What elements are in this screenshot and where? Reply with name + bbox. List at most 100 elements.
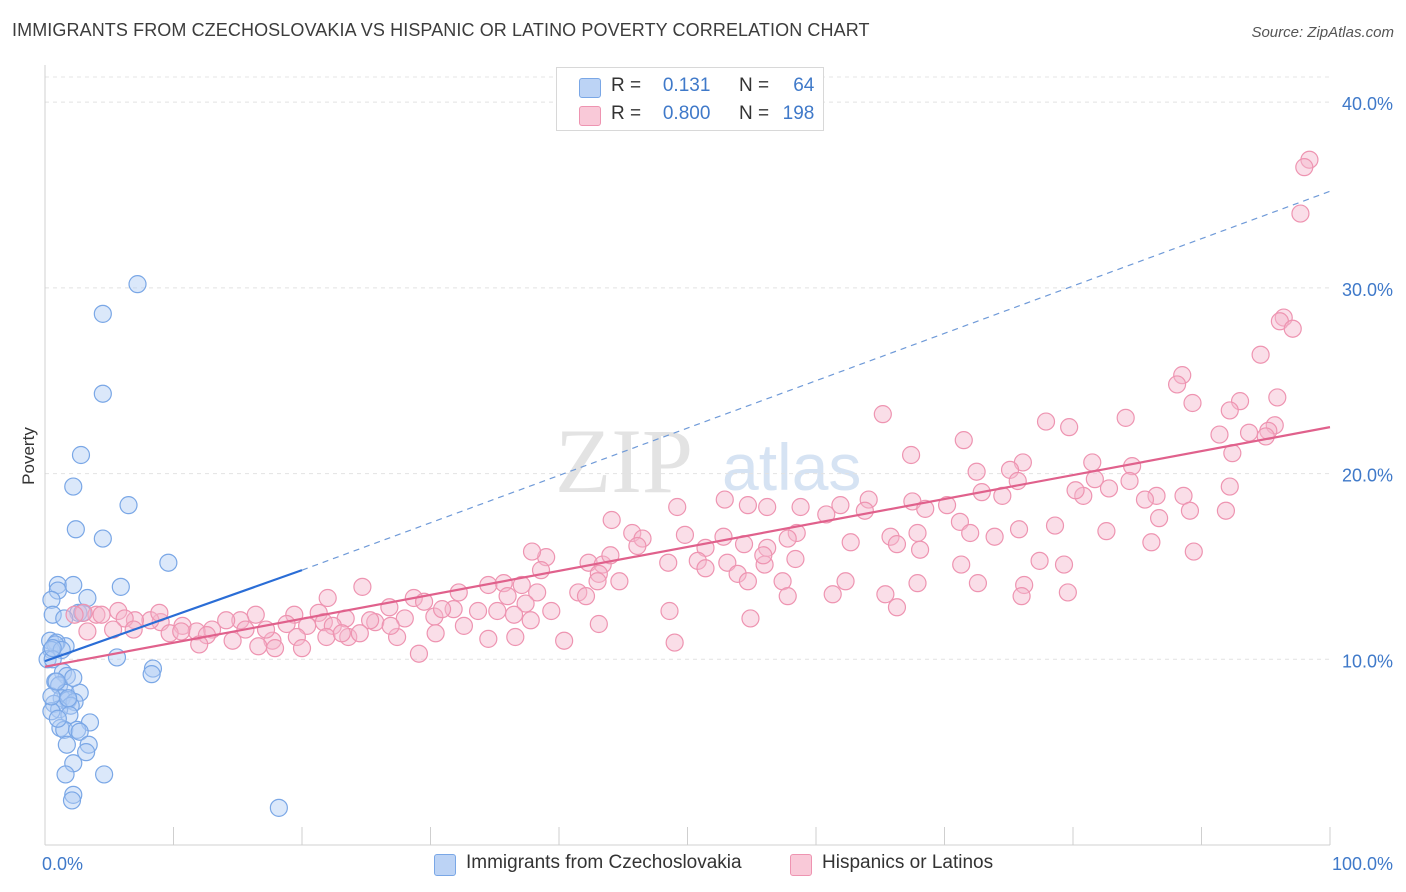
hispanic-point [836, 572, 855, 591]
hispanic-point [1135, 490, 1155, 509]
hispanic-point [1216, 501, 1236, 520]
hispanic-point [688, 551, 707, 570]
hispanic-point [1083, 453, 1102, 472]
hispanic-point [778, 529, 797, 548]
hispanic-point [479, 629, 498, 648]
czechoslovakia-point [119, 496, 138, 515]
czechoslovakia-point [93, 304, 112, 323]
n-label: N = [738, 75, 770, 96]
hispanic-point [1099, 479, 1119, 498]
hispanic-point [1036, 412, 1056, 431]
hispanic-point [738, 496, 757, 515]
czechoslovakia-point [57, 735, 76, 754]
hispanic-point [1230, 392, 1250, 411]
hispanic-point [542, 601, 561, 621]
hispanic-point [758, 497, 777, 517]
hispanic-point [961, 523, 980, 543]
czechoslovakia-point [43, 639, 62, 658]
stats-legend: R = 0.131 N = 64 R = 0.800 N = 198 [556, 67, 824, 131]
czechoslovakia-point [62, 791, 82, 810]
hispanic-point [1030, 551, 1049, 570]
hispanic-point [318, 588, 337, 608]
hispanic-point [1220, 401, 1239, 420]
hispanic-point [1058, 583, 1077, 602]
hispanic-point [755, 555, 774, 574]
hispanic-point [432, 600, 452, 619]
hispanic-trendline [44, 426, 1331, 668]
hispanic-point [521, 611, 540, 630]
hispanic-point [504, 605, 524, 624]
r-value: 0.800 [662, 103, 711, 124]
hispanic-point [778, 587, 797, 606]
hispanic-point [715, 490, 734, 509]
hispanic-point [985, 527, 1004, 546]
hispanic-point [855, 501, 874, 520]
hispanic-point [754, 546, 773, 565]
hispanic-point [1054, 555, 1074, 574]
hispanic-point [610, 572, 629, 591]
hispanic-point [1120, 471, 1139, 491]
hispanic-point [718, 553, 737, 572]
hispanic-point [887, 598, 907, 617]
hispanic-point [1045, 516, 1065, 535]
hispanic-point [488, 601, 507, 621]
n-value: 198 [782, 103, 815, 124]
hispanic-point [246, 605, 265, 624]
legend-label: Hispanics or Latinos [822, 852, 994, 873]
hispanic-point [361, 611, 380, 630]
hispanic-point [908, 574, 927, 593]
hispanic-point [381, 616, 400, 635]
pink-swatch-icon [579, 106, 601, 126]
hispanic-point [901, 445, 921, 465]
hispanic-point [1256, 427, 1275, 446]
hispanic-point [522, 542, 542, 561]
hispanic-point [287, 627, 306, 647]
hispanic-point [1097, 522, 1116, 541]
hispanic-point [786, 549, 805, 569]
czechoslovakia-point [93, 529, 112, 548]
hispanic-point [696, 559, 715, 578]
czechoslovakia-point [64, 477, 83, 496]
blue-swatch-icon [579, 78, 601, 98]
czechoslovakia-point [68, 720, 87, 739]
hispanic-point [968, 574, 988, 593]
czechoslovakia-point [77, 743, 96, 762]
hispanic-point [449, 583, 468, 602]
czechoslovakia-point [64, 785, 83, 804]
czechoslovakia-point [70, 722, 89, 741]
hispanic-point [876, 585, 895, 604]
hispanic-point [1142, 533, 1161, 552]
hispanic-point [555, 631, 574, 650]
hispanic-point [454, 616, 474, 635]
hispanic-point [576, 587, 596, 606]
czechoslovakia-point [111, 577, 130, 596]
hispanic-point [728, 564, 747, 583]
hispanic-point [954, 431, 973, 450]
czechoslovakia-point [71, 445, 91, 465]
czechoslovakia-point [93, 384, 112, 403]
r-label: R = [611, 75, 642, 96]
hispanic-point [1183, 393, 1202, 413]
hispanic-point [468, 601, 488, 621]
watermark-atlas: atlas [722, 430, 861, 504]
hispanic-point [714, 527, 733, 546]
hispanic-point [1012, 587, 1031, 606]
hispanic-point [1066, 481, 1085, 500]
hispanic-point [602, 510, 621, 530]
hispanic-point [1295, 158, 1314, 177]
hispanic-point [317, 627, 336, 647]
hispanic-point [506, 627, 525, 647]
hispanic-point [387, 627, 407, 647]
hispanic-point [1184, 542, 1203, 561]
chart-title: IMMIGRANTS FROM CZECHOSLOVAKIA VS HISPAN… [12, 20, 870, 40]
hispanic-point [659, 553, 678, 572]
hispanic-point [395, 609, 414, 628]
hispanic-point [665, 633, 684, 652]
hispanic-point [588, 572, 607, 591]
hispanic-point [1291, 204, 1310, 223]
hispanic-point [881, 527, 900, 546]
watermark-zip: ZIP [555, 410, 693, 512]
hispanic-point [217, 611, 236, 630]
hispanic-point [1116, 408, 1135, 427]
